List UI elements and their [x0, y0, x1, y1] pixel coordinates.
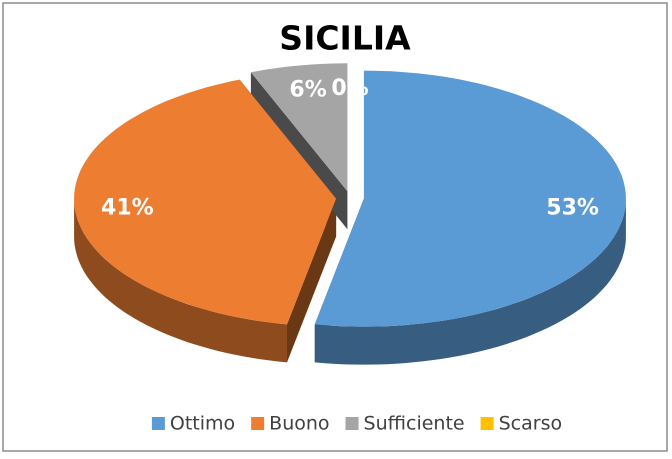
legend-label: Scarso [499, 413, 563, 435]
data-label: 6% [289, 78, 326, 103]
legend-swatch [151, 417, 165, 430]
data-label: 53% [546, 195, 599, 220]
legend-label: Ottimo [170, 413, 235, 435]
data-label: 41% [101, 195, 154, 220]
slice-side [314, 198, 626, 365]
slice [74, 79, 337, 325]
legend-label: Buono [269, 413, 329, 435]
data-label: 0% [331, 76, 368, 101]
chart-title: SICILIA [279, 19, 411, 58]
slice [250, 63, 348, 192]
slice-wall [287, 198, 337, 363]
legend-label: Sufficiente [364, 413, 465, 435]
legend-swatch [345, 417, 359, 430]
legend-swatch [251, 417, 265, 430]
slice-side [74, 198, 287, 363]
slice [314, 70, 626, 327]
legend-swatch [480, 417, 494, 430]
